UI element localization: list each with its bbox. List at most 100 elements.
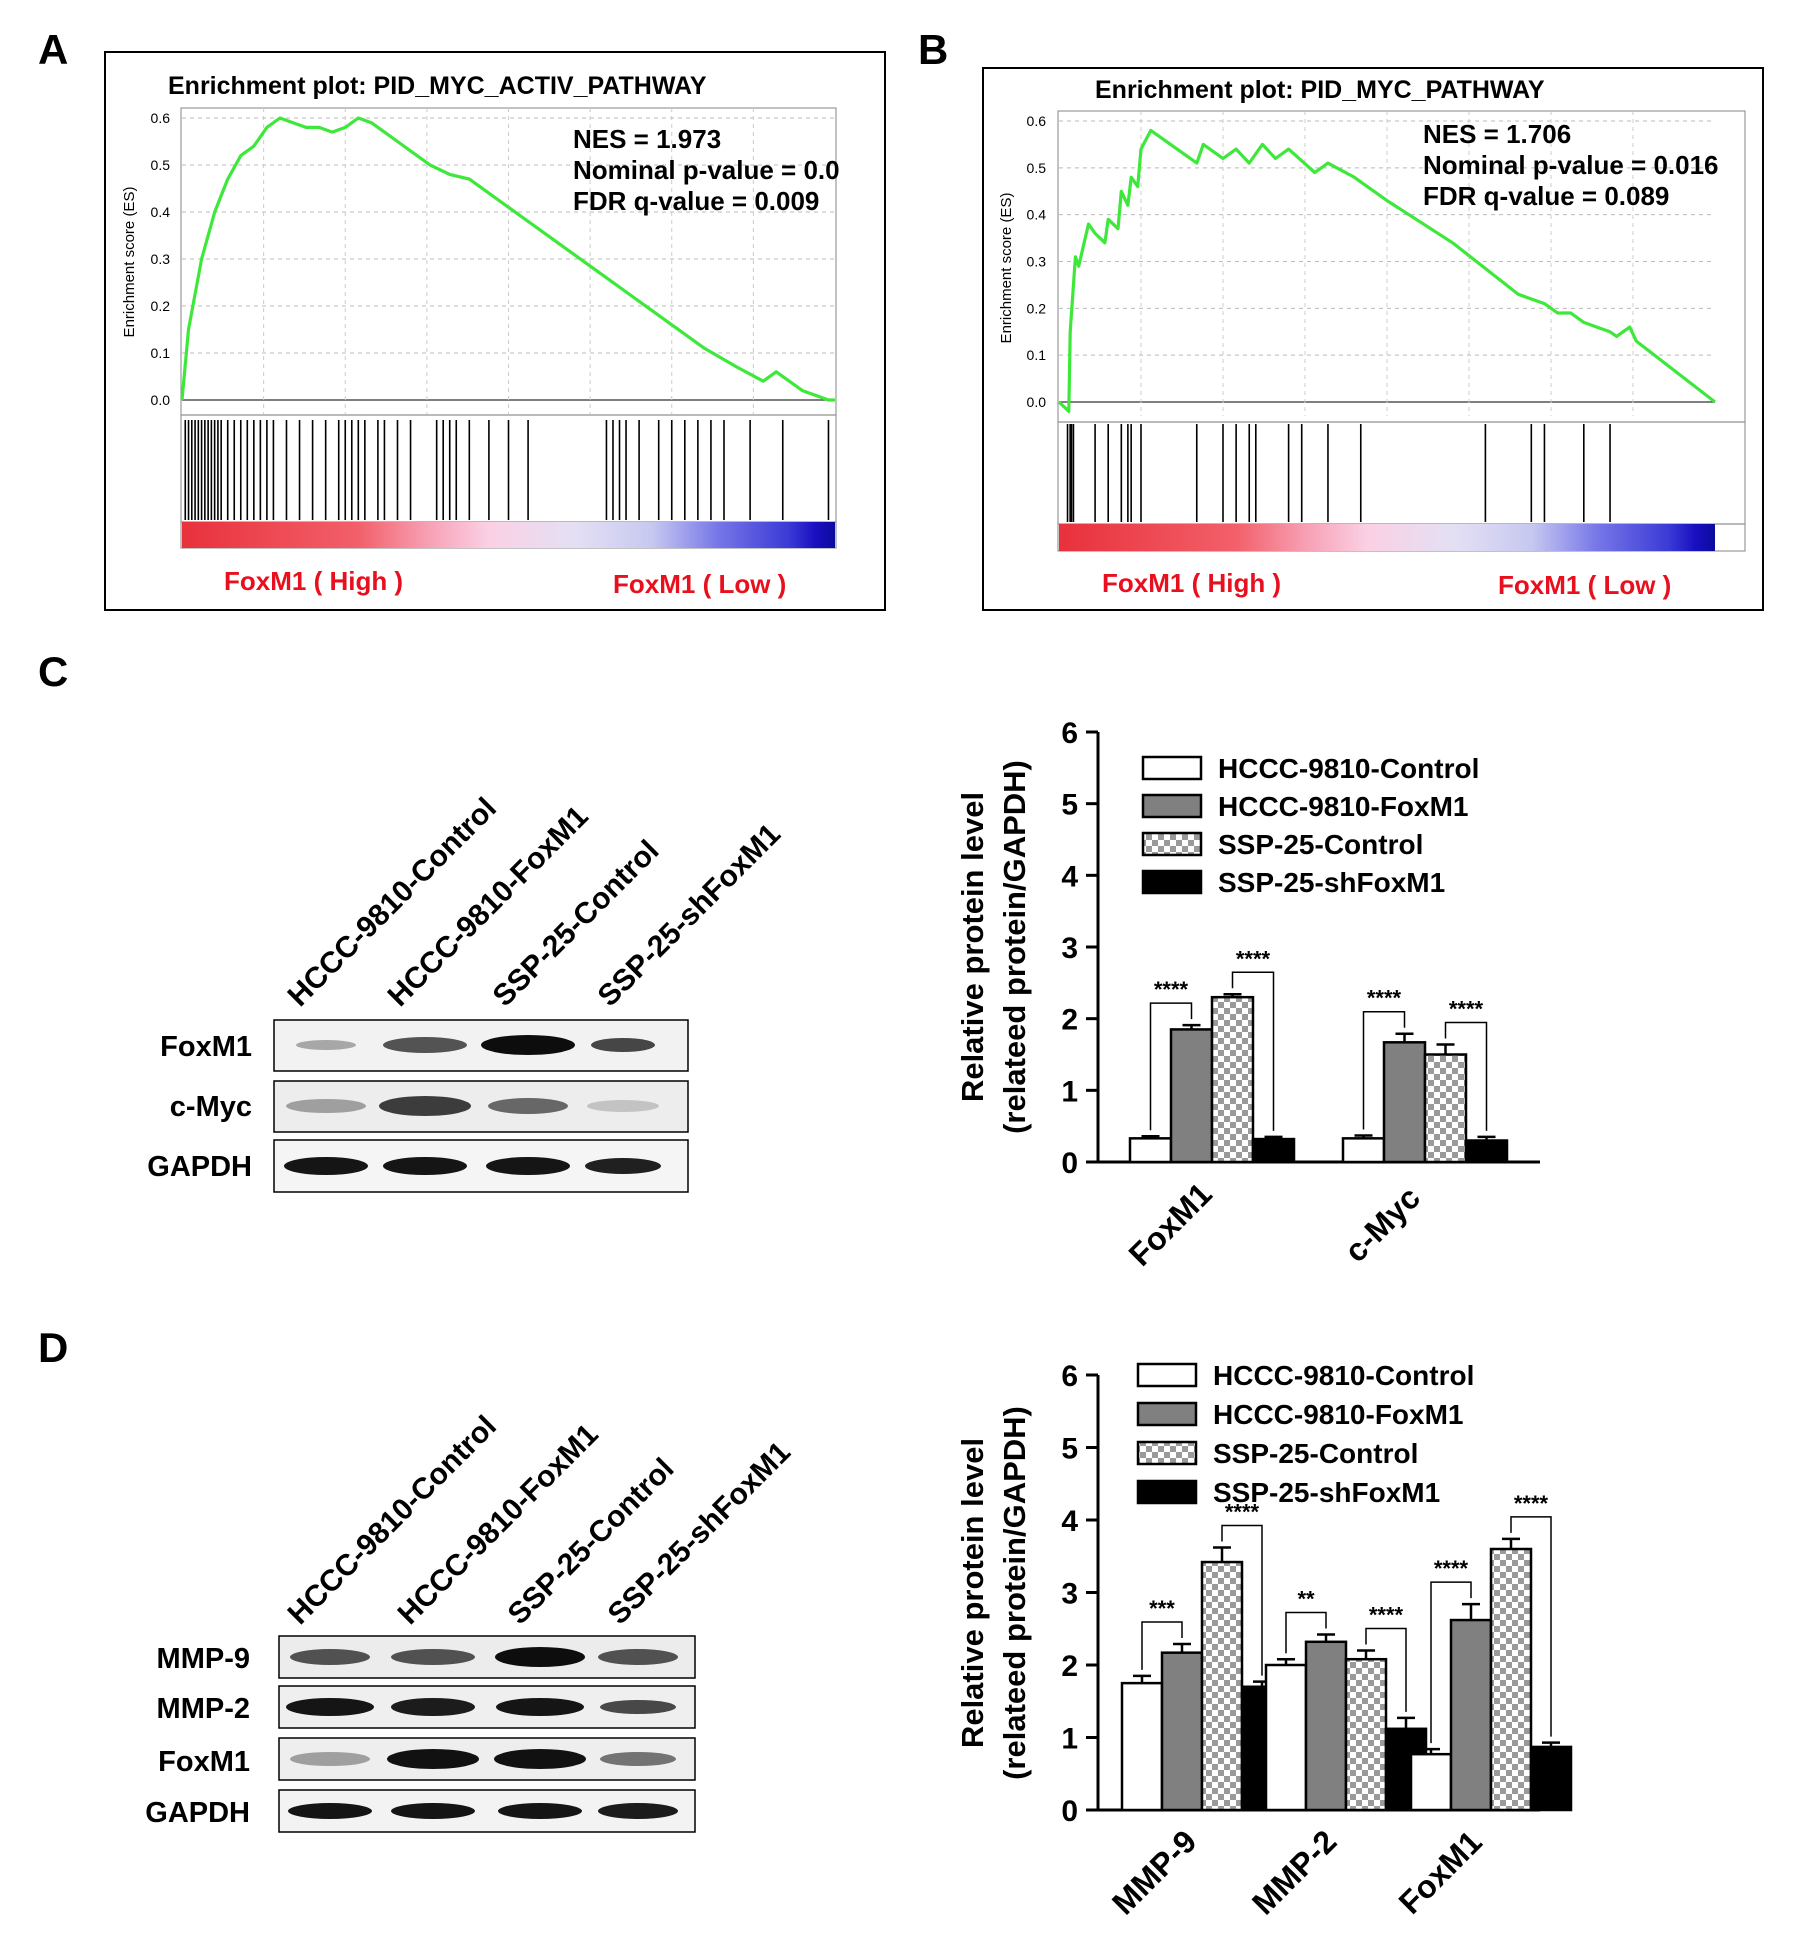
- legend-label: SSP-25-shFoxM1: [1213, 1477, 1440, 1508]
- panel-a-stat-pvalue: Nominal p-value = 0.0: [573, 155, 840, 185]
- significance-label: **: [1297, 1587, 1315, 1612]
- y-tick-label: 0.3: [151, 251, 171, 267]
- blot-strip: [278, 1685, 696, 1729]
- panel-b-grid: [1059, 111, 1715, 416]
- panel-d-bar-chart: 0 1 2 3 4 5 6 Relative protein level (relateed p…: [955, 1360, 1573, 1921]
- significance-label: ****: [1367, 986, 1402, 1011]
- y-tick-label: 0.4: [1027, 207, 1047, 223]
- blot-band: [486, 1157, 570, 1175]
- blot-label: MMP-2: [157, 1693, 250, 1725]
- significance-label: ****: [1369, 1603, 1404, 1628]
- panel-b: B Enrichment plot: PID_MYC_PATHWAY 0.60.…: [918, 26, 1764, 611]
- blot-strip: [273, 1080, 689, 1133]
- blot-band: [284, 1157, 368, 1175]
- legend-swatch: [1136, 1401, 1198, 1427]
- blot-band: [598, 1649, 678, 1665]
- blot-label: GAPDH: [147, 1151, 252, 1183]
- significance-bracket: [1365, 1627, 1407, 1712]
- bar: [1210, 995, 1255, 1164]
- significance-bracket: [1430, 1581, 1472, 1744]
- significance-label: ****: [1514, 1491, 1549, 1516]
- y-axis-label: Relative protein level: [955, 1438, 990, 1748]
- blot-label: FoxM1: [160, 1031, 252, 1063]
- category-label: c-Myc: [1337, 1179, 1427, 1269]
- legend-label: HCCC-9810-FoxM1: [1218, 791, 1469, 822]
- significance-label: ****: [1434, 1556, 1469, 1581]
- y-tick-label: 4: [1061, 860, 1078, 893]
- blot-label: c-Myc: [170, 1091, 252, 1123]
- legend-swatch: [1136, 1479, 1198, 1505]
- blot-band: [286, 1698, 374, 1716]
- legend-label: SSP-25-Control: [1218, 829, 1423, 860]
- panel-b-hits-box: [1057, 421, 1746, 525]
- blot-band: [296, 1040, 356, 1050]
- blot-band: [587, 1100, 659, 1112]
- panel-b-stat-pvalue: Nominal p-value = 0.016: [1423, 150, 1719, 180]
- lane-label: HCCC-9810-Control: [282, 1410, 503, 1631]
- panel-a-title: Enrichment plot: PID_MYC_ACTIV_PATHWAY: [168, 72, 707, 100]
- panel-c: C HCCC-9810-Control HCCC-9810-FoxM1 SSP-…: [38, 648, 787, 1193]
- blot-band: [286, 1099, 366, 1113]
- bar: [1489, 1547, 1533, 1812]
- panel-b-stat-fdr: FDR q-value = 0.089: [1423, 181, 1669, 211]
- bar: [1341, 1137, 1386, 1164]
- y-tick-label: 0.6: [151, 110, 171, 126]
- panel-a-high-label: FoxM1 ( High ): [224, 566, 403, 596]
- y-tick-label: 5: [1061, 1433, 1078, 1466]
- y-tick-label: 0.3: [1027, 254, 1047, 270]
- legend-swatch: [1136, 1362, 1198, 1388]
- blot-strip: [278, 1635, 696, 1679]
- blot-band: [387, 1749, 479, 1769]
- y-axis-label: (relateed protein/GAPDH): [997, 760, 1032, 1134]
- bar: [1304, 1640, 1348, 1812]
- panel-a-grid: [182, 108, 835, 414]
- panel-b-stat-nes: NES = 1.706: [1423, 119, 1571, 149]
- blot-band: [391, 1649, 475, 1665]
- blot-label: FoxM1: [158, 1746, 250, 1778]
- bar: [1264, 1663, 1308, 1812]
- blot-band: [488, 1098, 568, 1114]
- bar: [1449, 1618, 1493, 1812]
- panel-a-es-curve: [180, 116, 835, 402]
- legend-swatch: [1141, 869, 1203, 895]
- y-tick-label: 0.5: [151, 157, 171, 173]
- bar: [1200, 1560, 1244, 1812]
- es-line: [1057, 128, 1716, 413]
- significance-bracket: [1149, 1002, 1193, 1131]
- y-tick-label: 0.2: [151, 298, 171, 314]
- y-tick-label: 1: [1061, 1075, 1078, 1108]
- significance-label: ****: [1154, 977, 1189, 1002]
- blot-band: [391, 1698, 475, 1716]
- panel-b-low-label: FoxM1 ( Low ): [1498, 570, 1671, 600]
- blot-band: [383, 1157, 467, 1175]
- bar: [1160, 1651, 1204, 1812]
- bar: [1128, 1137, 1173, 1164]
- panel-a-frame: [104, 51, 886, 611]
- bar: [1120, 1681, 1164, 1812]
- blot-band: [495, 1647, 585, 1667]
- panel-b-rank-gradient: [1059, 524, 1715, 551]
- y-tick-label: 0.0: [151, 392, 171, 408]
- bar: [1464, 1139, 1509, 1164]
- panel-d-lane-labels: HCCC-9810-Control HCCC-9810-FoxM1 SSP-25…: [282, 1410, 797, 1631]
- y-tick-label: 0.4: [151, 204, 171, 220]
- blot-strip: [273, 1139, 689, 1193]
- y-tick-label: 0.1: [151, 345, 171, 361]
- blot-band: [391, 1803, 475, 1819]
- panel-b-frame: [982, 67, 1764, 611]
- panel-letter-b: B: [918, 26, 948, 73]
- panel-b-ylabel: Enrichment score (ES): [998, 193, 1015, 344]
- panel-letter-c: C: [38, 648, 68, 695]
- y-tick-label: 3: [1061, 1578, 1078, 1611]
- y-tick-label: 0: [1061, 1795, 1078, 1828]
- panel-letter-a: A: [38, 26, 68, 73]
- panel-b-high-label: FoxM1 ( High ): [1102, 568, 1281, 598]
- bar: [1423, 1053, 1468, 1164]
- y-tick-label: 0.6: [1027, 113, 1047, 129]
- legend-swatch: [1141, 793, 1203, 819]
- blot-label: GAPDH: [145, 1797, 250, 1829]
- blot-strip: [278, 1789, 696, 1833]
- y-axis-label: Relative protein level: [955, 792, 990, 1102]
- lane-label: HCCC-9810-FoxM1: [382, 800, 595, 1013]
